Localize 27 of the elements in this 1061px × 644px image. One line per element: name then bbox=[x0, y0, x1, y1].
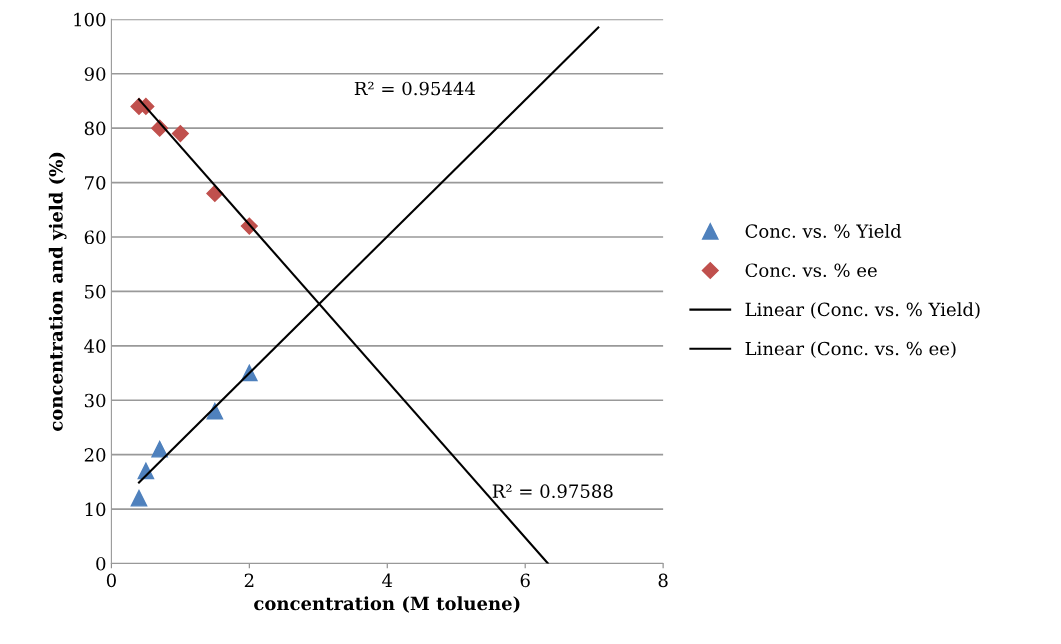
x-tick-label: 4 bbox=[382, 573, 393, 587]
annotation: R² = 0.97588 bbox=[492, 484, 613, 498]
point bbox=[171, 125, 189, 143]
legend-label: Linear (Conc. vs. % Yield) bbox=[745, 302, 980, 319]
y-tick-label: 40 bbox=[84, 339, 106, 353]
x-tick-label: 6 bbox=[520, 573, 530, 588]
y-tick-label: 60 bbox=[84, 230, 106, 245]
x-tick-label: 2 bbox=[244, 573, 254, 587]
x-tick-label: 8 bbox=[658, 573, 668, 588]
y-axis-title: concentration and yield (%) bbox=[48, 152, 67, 431]
point bbox=[130, 489, 148, 507]
y-tick-label: 10 bbox=[85, 502, 106, 517]
legend-label: Linear (Conc. vs. % ee) bbox=[745, 341, 956, 358]
legend-label: Conc. vs. % ee bbox=[745, 263, 877, 278]
legend-label: Conc. vs. % Yield bbox=[745, 223, 902, 238]
x-axis-title: concentration (M toluene) bbox=[254, 596, 520, 613]
y-tick-label: 100 bbox=[74, 12, 106, 27]
y-tick-label: 30 bbox=[84, 393, 106, 408]
y-tick-label: 70 bbox=[85, 176, 106, 190]
point bbox=[151, 440, 169, 458]
y-tick-label: 50 bbox=[85, 284, 106, 299]
y-tick-label: 20 bbox=[84, 448, 106, 462]
annotation: R² = 0.95444 bbox=[354, 81, 475, 96]
x-tick-label: 0 bbox=[106, 573, 116, 588]
y-tick-label: 0 bbox=[96, 556, 106, 571]
y-tick-label: 80 bbox=[84, 121, 106, 136]
y-tick-label: 90 bbox=[84, 67, 106, 81]
